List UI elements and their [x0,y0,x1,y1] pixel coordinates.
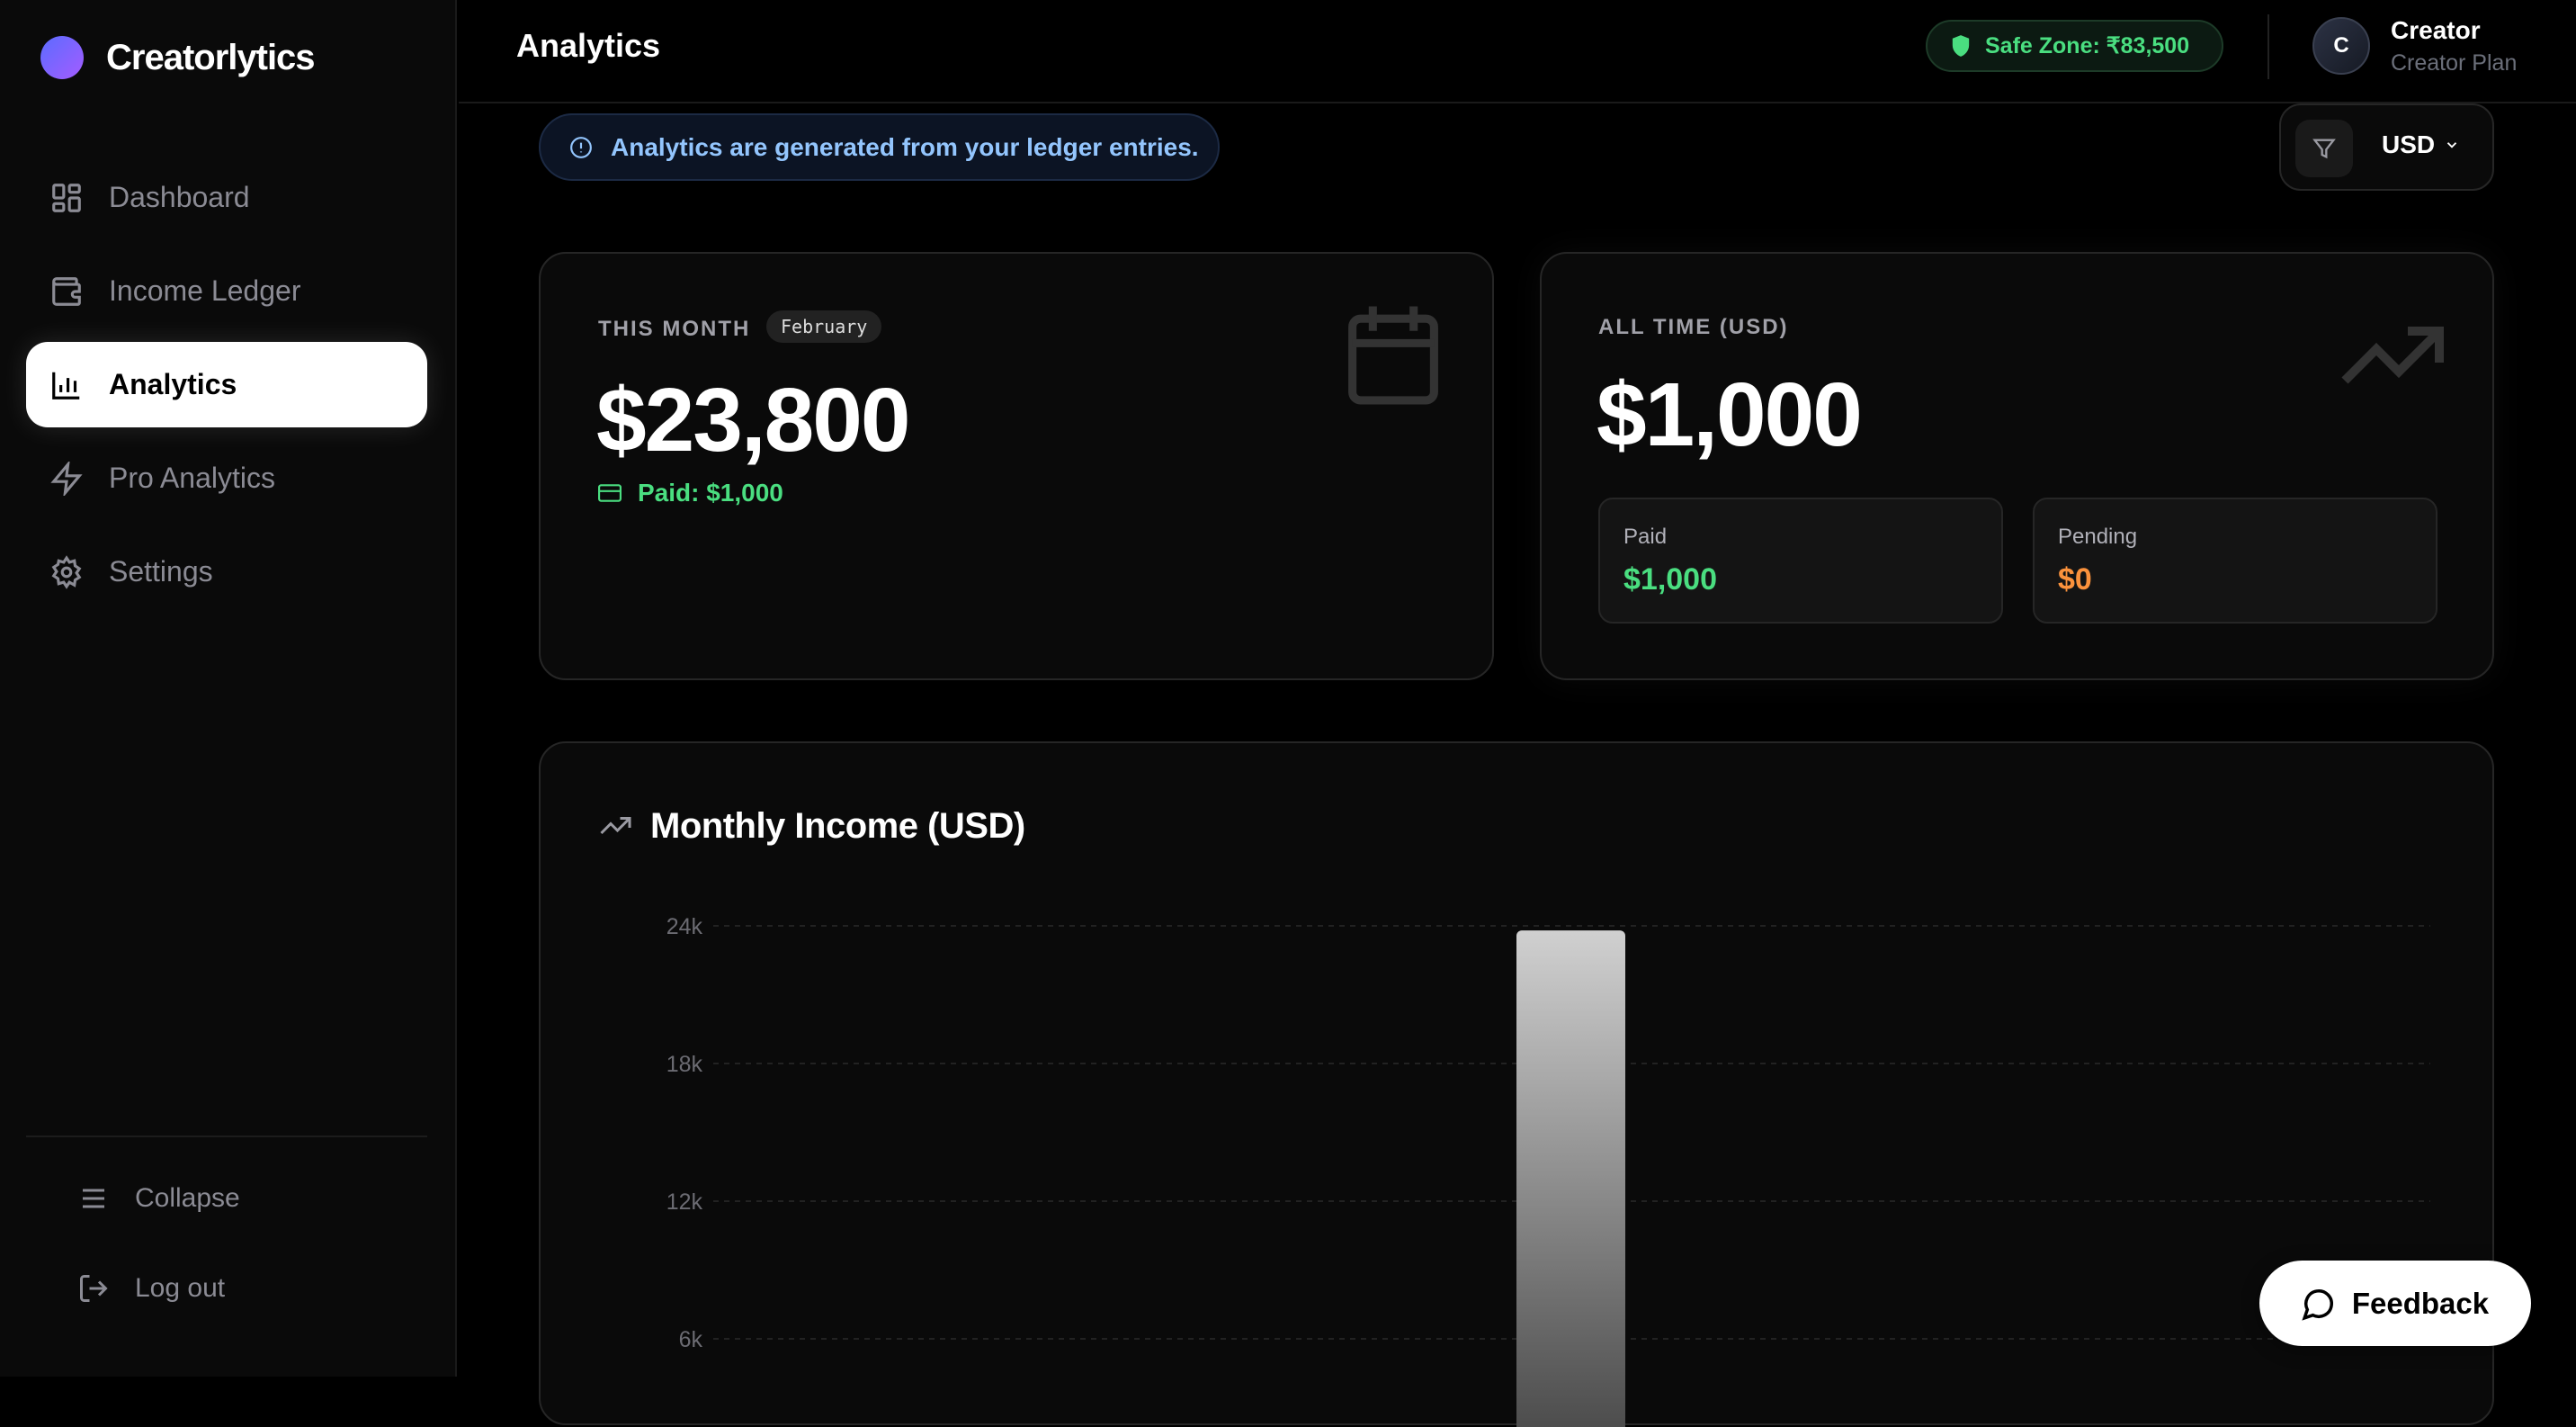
bar-chart: 24k 18k 12k 6k [666,914,2430,1427]
info-icon [570,136,592,158]
sidebar-item-dashboard[interactable]: Dashboard [26,155,427,240]
page-title: Analytics [516,27,661,64]
user-plan: Creator Plan [2391,50,2518,76]
info-banner-text: Analytics are generated from your ledger… [611,132,1199,161]
y-tick-label: 24k [666,914,703,939]
this-month-label: THIS MONTH [598,317,751,341]
avatar[interactable]: C [2312,17,2370,75]
this-month-amount: $23,800 [596,370,910,471]
collapse-label: Collapse [135,1183,240,1213]
gear-icon [51,554,82,589]
paid-label: Paid [1623,525,1668,549]
monthly-income-chart-card: Monthly Income (USD) 24k 18k 12k 6k [539,741,2494,1427]
chart-title: Monthly Income (USD) [650,806,1025,846]
all-time-card: ALL TIME (USD) $1,000 Paid $1,000 Pendin… [1540,252,2494,680]
paid-text: Paid: $1,000 [638,479,783,507]
sidebar-item-label: Analytics [109,368,237,400]
collapse-button[interactable]: Collapse [77,1171,240,1225]
filter-bar: USD [2279,103,2494,191]
sidebar-item-income-ledger[interactable]: Income Ledger [26,248,427,334]
user-name: Creator [2391,16,2481,44]
menu-icon [83,1189,104,1208]
all-time-label: ALL TIME (USD) [1598,315,1789,339]
this-month-paid: Paid: $1,000 [598,479,783,507]
sidebar-divider [26,1135,427,1137]
credit-card-icon [598,484,622,502]
trending-up-icon [600,817,631,835]
bar-chart-icon [52,372,80,399]
sidebar-item-label: Settings [109,555,213,588]
chevron-down-icon [2446,142,2457,148]
currency-select[interactable]: USD [2382,130,2460,159]
shield-icon [1952,35,1970,57]
sidebar-item-analytics[interactable]: Analytics [26,342,427,427]
filter-icon [2312,139,2336,159]
chat-bubble-icon [2302,1288,2333,1321]
y-tick-label: 12k [666,1189,703,1215]
header-divider [2267,14,2269,79]
sidebar-item-label: Pro Analytics [109,462,275,494]
sidebar-item-settings[interactable]: Settings [26,529,427,615]
sidebar-item-pro-analytics[interactable]: Pro Analytics [26,435,427,521]
all-time-amount: $1,000 [1597,364,1863,465]
bar[interactable] [1516,930,1625,1427]
safe-zone-badge: Safe Zone: ₹83,500 [1926,20,2223,72]
paid-subcard: Paid $1,000 [1598,498,2003,624]
lightning-icon [50,461,83,496]
logo-icon [40,36,84,79]
pending-subcard: Pending $0 [2033,498,2437,624]
paid-value: $1,000 [1623,562,1717,597]
logout-button[interactable]: Log out [77,1261,225,1315]
this-month-card: THIS MONTH February $23,800 Paid: $1,000 [539,252,1494,680]
logout-label: Log out [135,1273,226,1303]
feedback-label: Feedback [2351,1286,2490,1320]
y-tick-label: 18k [666,1052,703,1077]
pending-label: Pending [2058,525,2138,549]
sidebar-item-label: Dashboard [109,181,250,213]
sidebar: Creatorlytics Dashboard Income Ledger An… [0,0,457,1377]
pending-value: $0 [2058,562,2092,597]
filter-button[interactable] [2295,120,2353,177]
currency-value: USD [2382,130,2436,158]
wallet-icon [52,276,81,306]
info-banner: Analytics are generated from your ledger… [539,113,1220,181]
y-tick-label: 6k [679,1327,703,1352]
dashboard-grid-icon [52,183,81,212]
sidebar-item-label: Income Ledger [109,274,301,307]
logout-icon [80,1275,108,1302]
top-header: Analytics Safe Zone: ₹83,500 C Creator C… [459,0,2576,103]
feedback-button[interactable]: Feedback [2259,1261,2531,1346]
month-badge: February [766,310,882,343]
app-name: Creatorlytics [106,38,316,77]
trending-up-icon [2341,327,2444,384]
calendar-icon [1348,306,1438,405]
safe-zone-text: Safe Zone: ₹83,500 [1985,33,2190,58]
